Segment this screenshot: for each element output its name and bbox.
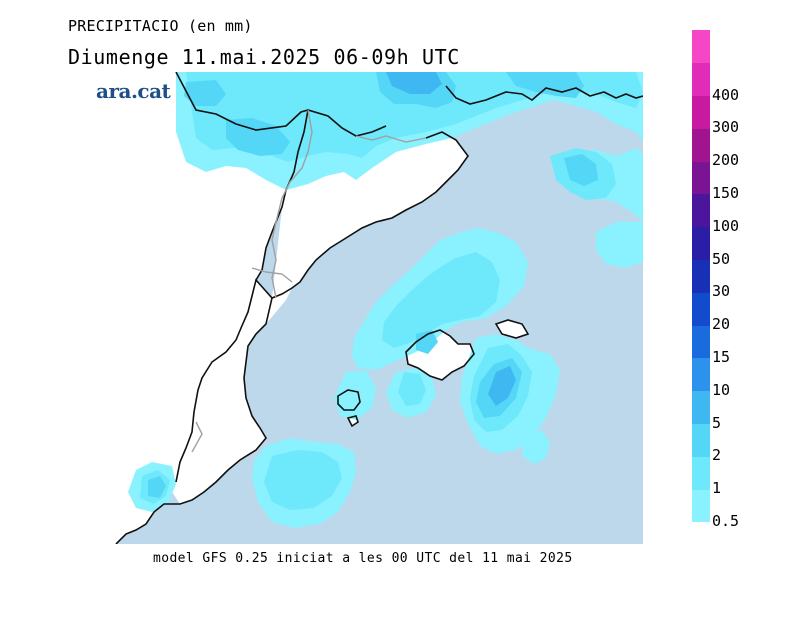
- land-valencia: [172, 280, 292, 504]
- legend-swatch: [692, 161, 710, 195]
- model-footer: model GFS 0.25 iniciat a les 00 UTC del …: [153, 551, 573, 566]
- legend-swatch: [692, 325, 710, 359]
- legend-swatch: [692, 358, 710, 392]
- legend-swatch: [692, 226, 710, 261]
- legend-swatch: [692, 128, 710, 162]
- legend-label: 0.5: [712, 512, 740, 530]
- legend-label: 300: [712, 118, 740, 137]
- legend-swatch: [692, 423, 710, 457]
- legend-swatch: [692, 194, 710, 228]
- precip-level-5: [386, 72, 516, 406]
- land-pyrenees-west: [76, 72, 308, 544]
- legend-swatch: [692, 30, 710, 64]
- legend-swatch: [692, 292, 710, 326]
- legend-label: 20: [712, 315, 731, 334]
- legend-swatch: [692, 456, 710, 490]
- regional-borders: [191, 109, 427, 453]
- legend-label: 100: [712, 216, 740, 235]
- legend-label: 400: [712, 85, 740, 104]
- legend-label: 10: [712, 380, 731, 399]
- legend-label: 200: [712, 151, 740, 170]
- legend-label: 50: [712, 249, 731, 268]
- chart-subtitle: Diumenge 11.mai.2025 06-09h UTC: [68, 45, 460, 69]
- legend-label: 15: [712, 348, 731, 366]
- legend-label: 1: [712, 479, 722, 498]
- land-menorca: [496, 320, 528, 338]
- legend-swatch: [692, 489, 710, 523]
- legend-label: 2: [712, 446, 722, 465]
- legend-swatch: [692, 259, 710, 293]
- legend-label: 5: [712, 413, 722, 432]
- legend-swatch: [692, 62, 710, 97]
- legend-swatch: [692, 95, 710, 129]
- ara-cat-logo: ara.cat: [96, 79, 171, 103]
- color-legend: [692, 30, 710, 523]
- precipitation-map: [76, 72, 643, 544]
- legend-label: 150: [712, 184, 740, 202]
- legend-label: 30: [712, 282, 731, 301]
- chart-title: PRECIPITACIO (en mm): [68, 17, 253, 35]
- legend-swatch: [692, 390, 710, 425]
